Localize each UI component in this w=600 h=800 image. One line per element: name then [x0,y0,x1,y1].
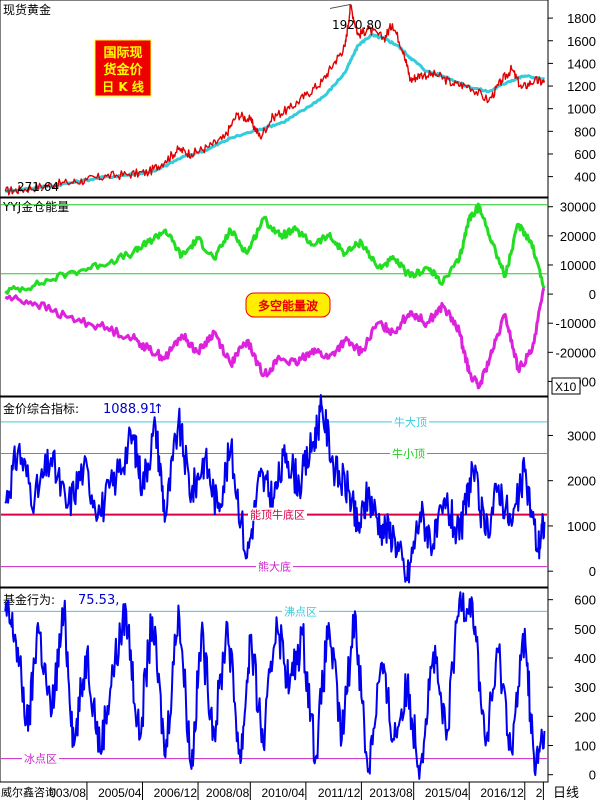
badge-line-1: 国际现 [103,46,142,61]
x-axis-tick-label: 2008/08 [206,786,250,800]
gold-price-ytick-label: 1200 [567,79,596,94]
gold-composite-index-series-0-line [4,394,546,584]
gold-price-ytick-label: 1800 [567,11,596,26]
gold-price-ytick-label: 1600 [567,34,596,49]
gold-composite-index-level-label-bg [392,414,429,428]
gold-composite-index-level-label: 牛小顶 [392,447,425,461]
x-axis-tick-label: 2013/08 [369,786,413,800]
period-label: 日线 [553,786,579,800]
gold-composite-index-level-label: 能顶牛底区 [250,508,305,522]
gold-composite-index-level-label: 牛大顶 [394,415,427,429]
x-axis-tick-label: 003/08 [49,786,86,800]
gold-price-ytick-label: 400 [574,170,596,185]
gold-composite-index-level-label-bg [390,446,427,460]
gold-price-ytick-label: 600 [574,147,596,162]
x-axis-tick-label: 2 [536,786,543,800]
fund-behavior-level-label-bg [22,751,59,765]
gold-price-ytick-label: 1000 [567,102,596,117]
low-annotation: 271.64 [17,180,59,194]
gold-price-ytick-label: 800 [574,124,596,139]
fund-behavior-level-label-bg [282,604,319,618]
high-annotation: 1920.80 [332,18,382,32]
up-arrow-icon: ↑ [153,402,164,417]
gold-composite-index-level-label: 熊大底 [258,560,291,574]
fund-behavior-ytick-label: 500 [574,622,596,637]
energy-wave-label: 多空能量波 [258,298,319,313]
fund-behavior-ytick-label: 300 [574,680,596,695]
fund-behavior-level-label: 沸点区 [284,605,317,618]
fund-behavior-ytick-label: 200 [574,709,596,724]
gold-price-title: 现货黄金 [3,2,51,17]
scale-label: X10 [551,377,581,395]
yyj-position-energy-ytick-label: 10000 [560,258,596,273]
fund-behavior-ytick-label: 0 [589,768,596,783]
gold-price-badge: 国际现 货金价 日 K 线 [94,39,152,97]
x-axis: 威尔鑫咨询 日线 003/08 2005/04 2006/12 2008/08 2010… [1,782,579,800]
gold-price-ytick-label: 1400 [567,56,596,71]
gold-price-series-price-line [4,3,546,196]
composite-index-value: 1088.91 [103,402,157,417]
yyj-position-energy-ytick-label: -20000 [556,345,596,360]
x-axis-tick-label: 2006/12 [154,786,198,800]
badge-line-2: 货金价 [103,62,143,78]
yyj-position-energy-ytick-label: 20000 [560,229,596,244]
x-axis-tick-label: 2010/04 [261,786,305,800]
fund-behavior-ytick-label: 600 [574,593,596,608]
yyj-energy-title: YYJ金仓能量 [2,199,69,214]
energy-wave-badge: 多空能量波 [245,292,331,318]
gold-composite-index-ytick-label: 3000 [567,428,596,443]
gold-composite-index-ytick-label: 0 [589,564,596,579]
high-annotation-leader [329,3,351,9]
yyj-position-energy-ytick-label: -10000 [556,316,596,331]
yyj-position-energy-series-long-line [4,202,546,295]
badge-line-3: 日 K 线 [102,79,144,94]
gold-composite-index-ytick-label: 1000 [567,519,596,534]
fund-behavior-title: 基金行为: [3,592,55,607]
fund-behavior-level-label: 冰点区 [24,753,57,766]
yyj-position-energy-series-short-line [4,287,546,390]
scale-label-text: X10 [555,380,577,394]
x-axis-tick-label: 2011/12 [318,786,361,800]
gold-price-plot-area [0,0,549,198]
yyj-position-energy-ytick-label: 30000 [560,200,596,215]
composite-index-title: 金价综合指标: [3,401,79,416]
watermark: 威尔鑫咨询 [1,785,56,799]
gold-price-panel: 现货黄金 国际现 货金价 日 K 线 400 600 800 1000 1200 1400… [0,0,596,198]
fund-behavior-ytick-label: 400 [574,651,596,666]
gold-composite-index-level-label-bg [248,507,307,521]
gold-composite-index-ytick-label: 2000 [567,474,596,489]
fund-behavior-ytick-label: 100 [574,739,596,754]
yyj-energy-panel: YYJ金仓能量 -30000-20000-1000001000020000300… [0,197,596,397]
x-axis-tick-label: 2016/12 [480,786,524,800]
x-axis-tick-label: 2015/04 [425,786,469,800]
low-annotation-leader [5,189,18,192]
gold-composite-index-level-label-bg [256,559,293,573]
fund-behavior-series-0-line [4,591,546,780]
x-axis-tick-label: 2005/04 [98,786,142,800]
fund-behavior-value: 75.53, [78,593,119,608]
yyj-position-energy-ytick-label: 0 [589,287,596,302]
composite-index-panel: 金价综合指标: 1088.91 ↑ 0 1000 2000 3000 牛大顶牛小顶能顶… [0,394,596,588]
